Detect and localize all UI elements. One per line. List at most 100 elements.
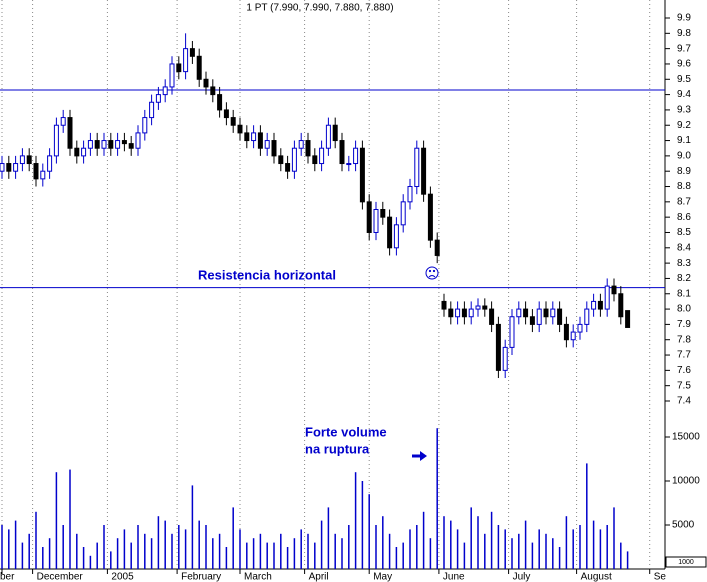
volume-bar [150,538,153,569]
x-tick-label: ber [0,572,15,582]
volume-bar [524,520,527,569]
annotation: na ruptura [305,441,370,456]
candle-body [210,86,216,96]
x-tick-label: August [581,572,612,582]
candle-body [543,308,549,318]
candle-body [577,323,583,333]
volume-bar [69,469,71,569]
volume-bar [470,507,472,569]
candle-body [550,308,556,318]
volume-bar [456,529,459,569]
y-tick-label: 9.2 [677,120,691,131]
volume-bar [565,516,568,569]
candle-body [196,55,202,80]
y2-tick-label: 10000 [672,476,700,487]
candle-body [244,132,250,142]
y-tick-label: 9.6 [677,59,691,70]
candle-body [339,140,345,165]
y-tick-label: 9.0 [677,151,691,162]
volume-bar [626,551,629,569]
volume-bar [212,538,214,569]
candle-body [0,163,5,172]
candle-body [400,201,406,226]
arrow [412,451,427,461]
candle-body [414,147,420,188]
candle-body [81,147,87,157]
candle-body [47,155,53,172]
candle-body [183,48,189,73]
candle-body [597,300,603,310]
y-tick-label: 7.8 [677,334,691,345]
volume-bar [110,551,112,569]
volume-bar [388,533,391,569]
volume-bar [82,547,85,569]
candle-body [237,124,243,134]
candle-body [251,132,257,142]
candle-body [67,117,73,149]
volume-bar [606,525,608,569]
volume-bar [89,555,92,569]
candle-body [230,117,236,126]
candle-body [108,140,114,149]
candle-body [169,63,175,88]
candle-body [461,308,467,318]
candle-body [94,140,100,149]
volume-bar [443,516,445,569]
candle-body [217,94,223,111]
volume-bar [613,507,615,569]
volume-bar [144,533,146,569]
candle-body [312,155,318,165]
candle-body [387,216,393,249]
volume-bar [191,485,194,569]
candle-body [101,140,107,149]
volume-bar [218,533,221,569]
candle-body [26,155,32,165]
volume-bar [8,529,10,569]
annotation: Forte volume [305,424,387,439]
y-tick-label: 8.5 [677,227,691,238]
candle-body [475,305,481,310]
candle-body [393,224,399,249]
candle-body [142,117,148,134]
volume-bar [545,533,547,569]
candle-body [427,193,433,241]
volume-bar [429,538,432,569]
candle-body [604,285,610,310]
y-tick-label: 9.5 [677,74,691,85]
candle-body [482,305,488,310]
y-tick-label: 8.0 [677,304,691,315]
y2-tick-label: 15000 [672,432,700,443]
candle-body [264,140,270,149]
candle-body [455,308,461,318]
volume-bar [327,507,330,569]
volume-bar [375,525,377,569]
volume-bar [511,538,513,569]
volume-bar [76,533,78,569]
volume-bar [402,542,404,569]
candle-body [291,147,297,172]
volume-bar [273,542,275,569]
candle-body [223,109,229,119]
volume-bar [477,516,479,569]
volume-bar [620,542,622,569]
y-tick-label: 9.3 [677,105,691,116]
candle-body [346,163,352,166]
volume-bar [422,511,425,569]
volume-bar [368,494,370,569]
volume-bar [354,472,357,569]
x-tick-label: December [37,572,84,582]
volume-bar [21,542,24,569]
x-tick-label: June [443,572,465,582]
volume-bar [62,525,64,569]
candle-body [353,147,359,165]
candle-body [13,163,19,172]
volume-bar [48,538,51,569]
volume-bar [416,525,418,569]
volume-bar [348,525,350,569]
volume-bar [293,538,296,569]
volume-bar [137,525,139,569]
candle-body [74,147,80,157]
volume-bar [558,547,561,569]
volume-bar [103,525,105,569]
x-tick-label: March [244,572,272,582]
